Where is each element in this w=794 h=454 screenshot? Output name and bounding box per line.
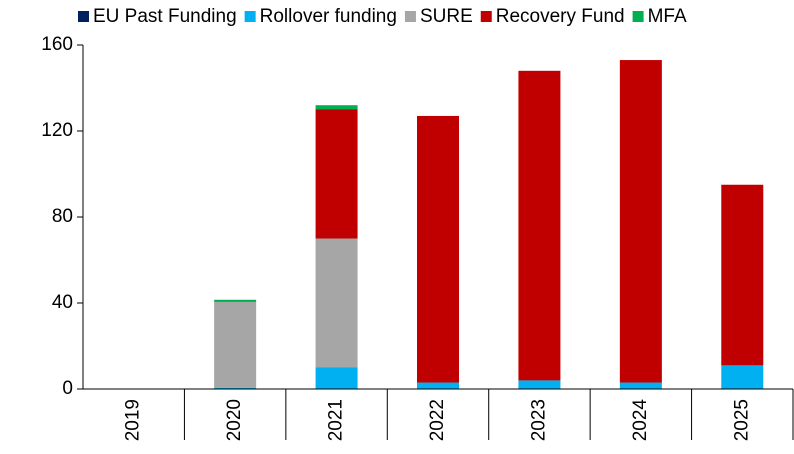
y-tick-label: 40 [52,292,73,313]
bar-segment [214,299,257,302]
bar-segment [619,60,662,383]
y-tick-label: 160 [41,34,73,55]
x-tick-label: 2024 [630,399,651,442]
legend-label: EU Past Funding [93,6,237,27]
legend-label: Rollover funding [260,6,397,27]
x-tick-label: 2021 [326,399,347,441]
legend-swatch [404,11,416,22]
bar-segment [518,380,561,389]
bar-segment [721,184,764,366]
x-tick-label: 2023 [528,399,549,441]
legend-swatch [78,11,89,22]
legend-label: MFA [648,6,687,27]
bar-segment [315,105,358,110]
legend-label: Recovery Fund [496,6,625,27]
y-tick-label: 120 [41,120,73,141]
x-tick-label: 2020 [224,399,245,441]
bar-segment [417,382,459,389]
x-tick-label: 2022 [427,399,448,441]
legend-swatch [244,11,256,22]
bar-segment [721,365,764,389]
legend-label: SURE [420,6,473,27]
bar-segment [214,387,257,389]
bar-segment [619,382,662,389]
y-tick-label: 80 [52,206,73,227]
bar-segment [315,238,358,368]
bar-segment [214,301,257,388]
bar-segment [518,70,561,381]
legend-swatch [632,11,644,22]
legend-swatch [480,11,492,22]
y-tick-label: 0 [62,378,73,399]
bar-segment [315,109,358,239]
x-tick-label: 2025 [731,399,752,441]
x-tick-label: 2019 [123,399,144,441]
bar-segment [417,115,459,383]
bar-segment [315,367,358,389]
